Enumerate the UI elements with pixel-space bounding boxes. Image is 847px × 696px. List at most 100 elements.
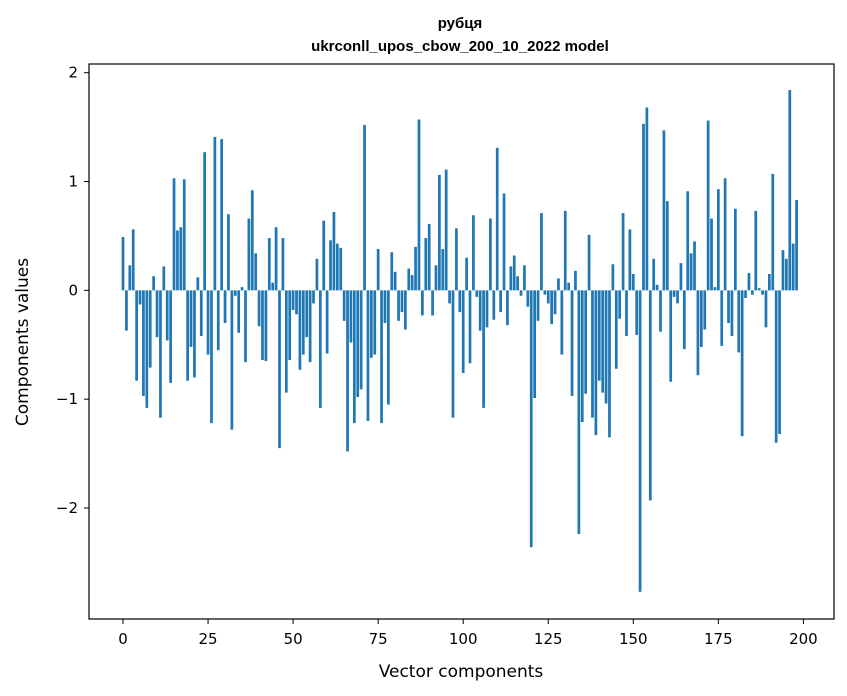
bars-group [121, 90, 798, 592]
y-axis-ticks: −2 −1 0 1 2 [56, 64, 89, 517]
x-tick-label-3: 75 [369, 630, 388, 648]
bar-154 [645, 107, 649, 291]
bar-24 [203, 152, 207, 291]
bar-31 [227, 214, 230, 291]
bar-157 [655, 284, 659, 291]
bar-32 [230, 290, 234, 430]
bar-55 [308, 290, 312, 363]
x-tick-label-0: 0 [118, 630, 128, 648]
bar-124 [543, 290, 547, 295]
bar-172 [706, 120, 710, 291]
bar-37 [247, 218, 251, 291]
bar-158 [659, 290, 662, 332]
bar-112 [502, 193, 506, 291]
bar-145 [614, 290, 618, 369]
bar-40 [257, 290, 261, 327]
bar-83 [404, 290, 407, 330]
bar-2 [128, 265, 132, 291]
bar-62 [332, 212, 336, 291]
bar-142 [604, 290, 608, 404]
bar-119 [526, 290, 530, 307]
bar-125 [546, 290, 550, 304]
bar-197 [791, 243, 795, 291]
bar-80 [393, 271, 397, 291]
bar-90 [427, 223, 431, 291]
y-tick-label-1: −1 [56, 390, 78, 408]
x-axis-label: Vector components [379, 662, 544, 682]
bar-42 [264, 290, 268, 362]
x-axis-ticks: 0 25 50 75 100 125 150 175 200 [118, 619, 818, 648]
bar-182 [740, 290, 744, 437]
bar-179 [730, 290, 734, 337]
bar-163 [676, 290, 679, 304]
bar-171 [703, 290, 707, 330]
bar-184 [747, 272, 751, 291]
x-tick-label-4: 100 [449, 630, 478, 648]
bar-81 [397, 290, 400, 321]
bar-131 [567, 282, 571, 291]
bar-51 [295, 290, 298, 315]
bar-130 [563, 210, 567, 291]
bar-49 [288, 290, 292, 360]
bar-86 [414, 246, 417, 291]
bar-13 [165, 290, 169, 341]
bar-71 [363, 124, 366, 291]
bar-82 [400, 290, 404, 313]
bar-165 [682, 290, 686, 350]
bar-68 [352, 290, 356, 424]
bar-7 [145, 290, 149, 408]
bar-100 [461, 290, 465, 374]
bar-74 [373, 290, 377, 355]
bar-94 [441, 249, 445, 291]
bar-151 [635, 290, 639, 335]
bar-136 [584, 290, 588, 394]
bar-58 [318, 290, 322, 408]
bar-44 [271, 282, 275, 291]
bar-181 [737, 290, 741, 353]
bar-173 [710, 218, 713, 291]
bar-43 [267, 238, 271, 291]
bar-133 [574, 270, 577, 291]
bar-26 [210, 290, 213, 424]
y-axis-label: Components values [13, 258, 33, 426]
bar-47 [281, 238, 285, 291]
bar-96 [448, 290, 451, 304]
bar-149 [628, 229, 632, 291]
bar-156 [652, 258, 656, 291]
bar-167 [689, 253, 693, 291]
bar-4 [135, 290, 138, 381]
bar-140 [597, 290, 601, 381]
bar-19 [186, 290, 190, 381]
bar-166 [686, 191, 690, 291]
bar-114 [509, 266, 513, 291]
bar-70 [359, 290, 363, 390]
bar-162 [672, 290, 676, 297]
bar-91 [431, 290, 434, 316]
x-tick-label-7: 175 [704, 630, 733, 648]
bar-137 [587, 234, 591, 291]
bar-123 [540, 213, 543, 291]
bar-59 [322, 220, 326, 291]
bar-15 [172, 178, 176, 291]
bar-198 [795, 200, 798, 291]
bar-9 [152, 276, 155, 291]
bar-196 [788, 90, 792, 291]
bar-153 [642, 123, 645, 291]
bar-104 [475, 290, 479, 297]
bar-129 [560, 290, 564, 355]
bar-8 [148, 290, 152, 368]
bar-176 [720, 290, 724, 346]
bar-122 [536, 290, 540, 321]
bar-115 [512, 255, 516, 291]
bar-195 [785, 258, 788, 291]
bar-89 [424, 238, 428, 291]
bar-164 [679, 263, 683, 291]
bar-63 [335, 243, 339, 291]
bar-75 [376, 249, 380, 291]
bar-61 [329, 240, 332, 291]
bar-67 [349, 290, 353, 343]
plot-frame [88, 63, 835, 620]
bar-132 [570, 290, 574, 396]
bar-159 [662, 130, 666, 291]
bar-103 [472, 215, 475, 291]
